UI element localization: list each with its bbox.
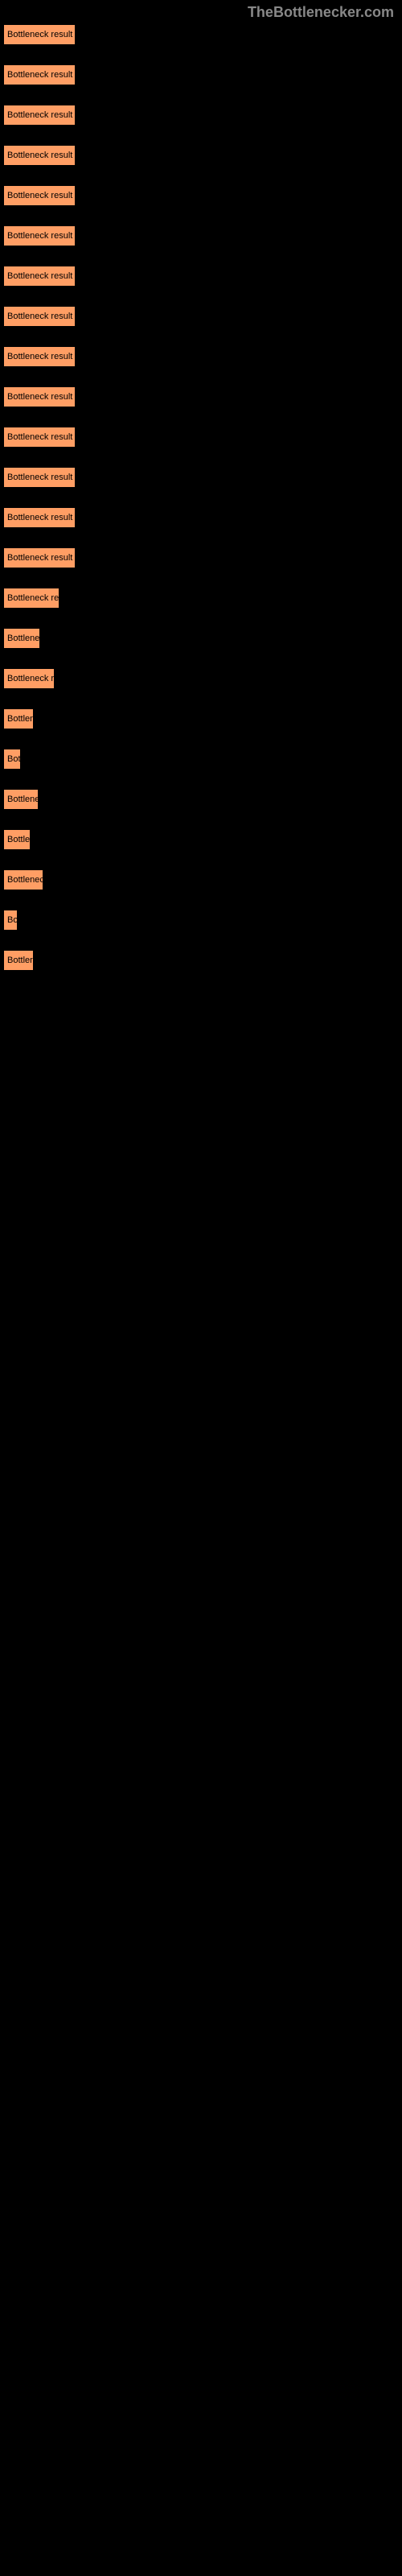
bar-row: Bottleneck result xyxy=(3,266,402,306)
bar: Bottlene xyxy=(3,789,39,810)
bar: Bottleneck result xyxy=(3,507,76,528)
bar: Bo xyxy=(3,910,18,931)
bar-row: Bo xyxy=(3,910,402,950)
bar-row: Bottle xyxy=(3,829,402,869)
bar-row: Bottleneck result xyxy=(3,64,402,105)
bar-row: Bottleneck result xyxy=(3,467,402,507)
bar-row: Bottleneck result xyxy=(3,547,402,588)
bar-row: Bottlene xyxy=(3,628,402,668)
bar: Bottle xyxy=(3,829,31,850)
bar: Bottleneck result xyxy=(3,225,76,246)
bar-row: Bottleneck result xyxy=(3,507,402,547)
bar-row: Bottleneck result xyxy=(3,24,402,64)
bar-row: Bottleneck result xyxy=(3,145,402,185)
bar-row: Bottleneck result xyxy=(3,386,402,427)
bar: Bottleneck result xyxy=(3,266,76,287)
bar-row: Bottleneck result xyxy=(3,427,402,467)
bar-row: Bottlenec xyxy=(3,869,402,910)
bar: Bottleneck result xyxy=(3,386,76,407)
bar-row: Bot xyxy=(3,749,402,789)
bar: Bottleneck result xyxy=(3,24,76,45)
bar: Bot xyxy=(3,749,21,770)
bar-row: Bottlen xyxy=(3,708,402,749)
bar-row: Bottleneck result xyxy=(3,185,402,225)
bar-row: Bottleneck re xyxy=(3,588,402,628)
bar: Bottleneck re xyxy=(3,588,59,609)
bar: Bottler xyxy=(3,950,34,971)
bar: Bottleneck result xyxy=(3,145,76,166)
chart-container: Bottleneck result Bottleneck result Bottle… xyxy=(0,0,402,990)
bar-row: Bottlene xyxy=(3,789,402,829)
bar: Bottlene xyxy=(3,628,40,649)
bar-row: Bottleneck result xyxy=(3,346,402,386)
bar: Bottleneck result xyxy=(3,64,76,85)
bar: Bottleneck r xyxy=(3,668,55,689)
bar: Bottlen xyxy=(3,708,34,729)
bar-row: Bottleneck r xyxy=(3,668,402,708)
bar-row: Bottleneck result xyxy=(3,105,402,145)
bar-row: Bottleneck result xyxy=(3,306,402,346)
bar: Bottleneck result xyxy=(3,346,76,367)
bar: Bottlenec xyxy=(3,869,43,890)
bar: Bottleneck result xyxy=(3,427,76,448)
bar-row: Bottler xyxy=(3,950,402,990)
bar: Bottleneck result xyxy=(3,185,76,206)
bar: Bottleneck result xyxy=(3,105,76,126)
bar-row: Bottleneck result xyxy=(3,225,402,266)
bar: Bottleneck result xyxy=(3,306,76,327)
bar: Bottleneck result xyxy=(3,547,76,568)
bar: Bottleneck result xyxy=(3,467,76,488)
